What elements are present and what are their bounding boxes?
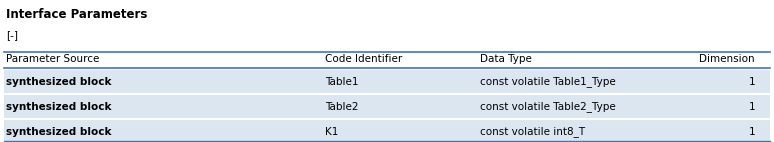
Text: [-]: [-] (6, 30, 18, 40)
Text: Parameter Source: Parameter Source (6, 54, 99, 64)
Text: Code Identifier: Code Identifier (325, 54, 402, 64)
Text: 1: 1 (748, 102, 755, 112)
Bar (4, 95, 770, 119)
Text: const volatile int8_T: const volatile int8_T (480, 127, 585, 137)
Text: 1: 1 (748, 77, 755, 87)
Bar (4, 120, 770, 142)
Text: synthesized block: synthesized block (6, 102, 111, 112)
Text: synthesized block: synthesized block (6, 77, 111, 87)
Bar (4, 70, 770, 94)
Text: K1: K1 (325, 127, 338, 137)
Text: const volatile Table1_Type: const volatile Table1_Type (480, 77, 616, 87)
Text: 1: 1 (748, 127, 755, 137)
Text: Table1: Table1 (325, 77, 358, 87)
Text: Interface Parameters: Interface Parameters (6, 8, 147, 21)
Text: Table2: Table2 (325, 102, 358, 112)
Text: Data Type: Data Type (480, 54, 532, 64)
Text: synthesized block: synthesized block (6, 127, 111, 137)
Text: const volatile Table2_Type: const volatile Table2_Type (480, 102, 616, 112)
Text: Dimension: Dimension (700, 54, 755, 64)
